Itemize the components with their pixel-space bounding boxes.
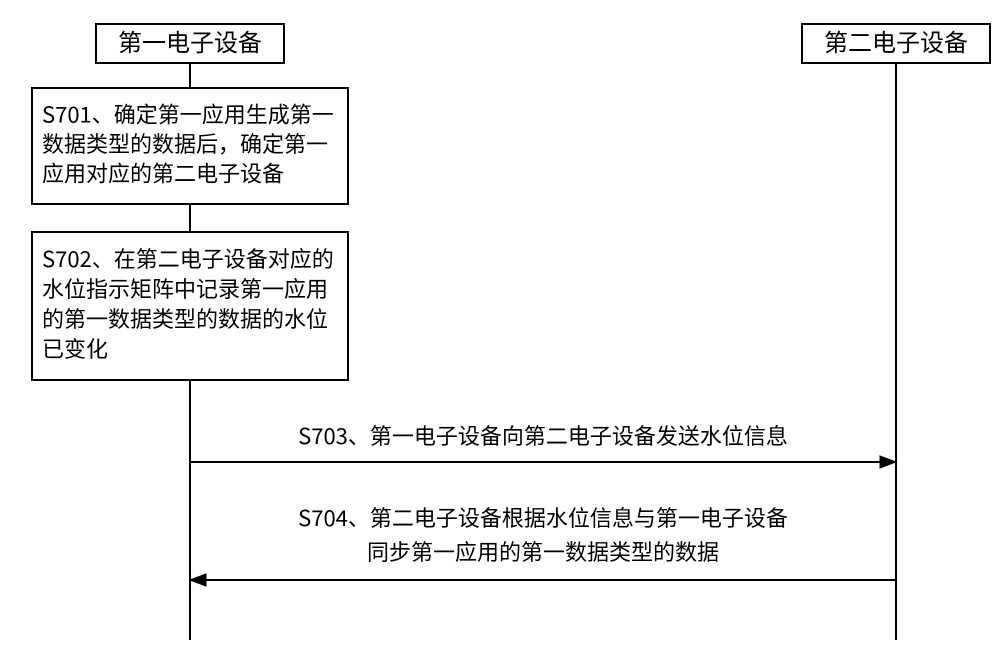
msg-head-m704 [190, 574, 206, 586]
m703-text-0: S703、第一电子设备向第二电子设备发送水位信息 [298, 419, 788, 451]
msg-head-m703 [880, 456, 896, 468]
s701-line-0: S701、确定第一应用生成第一 [42, 98, 334, 130]
s702-line-1: 水位指示矩阵中记录第一应用 [42, 272, 328, 304]
s702-line-3: 已变化 [42, 332, 108, 364]
s701-line-2: 应用对应的第二电子设备 [42, 156, 284, 188]
m704-text-1: 同步第一应用的第一数据类型的数据 [367, 535, 719, 567]
header-right-label: 第二电子设备 [824, 23, 968, 58]
s702-line-0: S702、在第二电子设备对应的 [42, 242, 334, 274]
header-left-label: 第一电子设备 [118, 23, 262, 58]
m704-text-0: S704、第二电子设备根据水位信息与第一电子设备 [298, 501, 788, 533]
s702-line-2: 的第一数据类型的数据的水位 [42, 302, 328, 334]
s701-line-1: 数据类型的数据后，确定第一 [42, 127, 328, 159]
